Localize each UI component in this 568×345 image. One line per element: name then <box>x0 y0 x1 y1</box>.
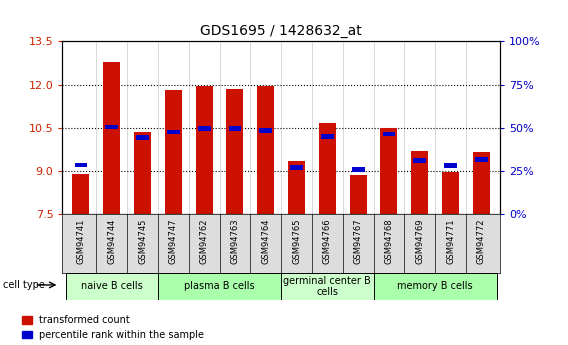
Bar <box>442 172 459 214</box>
Text: GSM94747: GSM94747 <box>169 219 178 264</box>
Text: GSM94766: GSM94766 <box>323 219 332 264</box>
Bar <box>196 86 212 214</box>
Text: cell type: cell type <box>3 280 45 290</box>
Bar <box>158 273 281 299</box>
Text: GSM94762: GSM94762 <box>200 219 208 264</box>
Legend: transformed count, percentile rank within the sample: transformed count, percentile rank withi… <box>22 315 204 340</box>
Bar <box>281 273 374 299</box>
Bar <box>73 174 89 214</box>
Text: GSM94769: GSM94769 <box>415 219 424 264</box>
Bar <box>103 61 120 214</box>
Text: GSM94771: GSM94771 <box>446 219 455 264</box>
Bar <box>352 167 365 172</box>
Bar <box>475 157 488 162</box>
Bar <box>260 128 272 133</box>
Bar <box>165 90 182 214</box>
Bar <box>411 151 428 214</box>
Text: GSM94744: GSM94744 <box>107 219 116 264</box>
Text: plasma B cells: plasma B cells <box>184 282 255 291</box>
Text: GSM94764: GSM94764 <box>261 219 270 264</box>
Bar <box>257 86 274 214</box>
Bar <box>473 152 490 214</box>
Bar <box>288 161 305 214</box>
Bar <box>74 162 87 167</box>
Bar <box>374 273 497 299</box>
Bar <box>106 125 118 129</box>
Bar <box>319 123 336 214</box>
Bar <box>383 131 395 136</box>
Text: GSM94763: GSM94763 <box>231 219 240 264</box>
Title: GDS1695 / 1428632_at: GDS1695 / 1428632_at <box>201 23 362 38</box>
Text: GSM94741: GSM94741 <box>77 219 85 264</box>
Bar <box>444 163 457 168</box>
Text: germinal center B
cells: germinal center B cells <box>283 276 371 297</box>
Bar <box>381 128 398 214</box>
Bar <box>321 134 334 139</box>
Text: memory B cells: memory B cells <box>398 282 473 291</box>
Bar <box>228 126 241 131</box>
Text: GSM94772: GSM94772 <box>477 219 486 264</box>
Bar <box>136 135 149 140</box>
Text: GSM94745: GSM94745 <box>138 219 147 264</box>
Text: GSM94768: GSM94768 <box>385 219 394 264</box>
Text: naive B cells: naive B cells <box>81 282 143 291</box>
Bar <box>134 132 151 214</box>
Bar <box>198 126 211 131</box>
Bar <box>414 158 426 163</box>
Bar <box>227 89 244 214</box>
Bar <box>65 273 158 299</box>
Text: GSM94767: GSM94767 <box>354 219 362 264</box>
Bar <box>350 175 366 214</box>
Text: GSM94765: GSM94765 <box>292 219 301 264</box>
Bar <box>167 130 179 134</box>
Bar <box>290 166 303 170</box>
